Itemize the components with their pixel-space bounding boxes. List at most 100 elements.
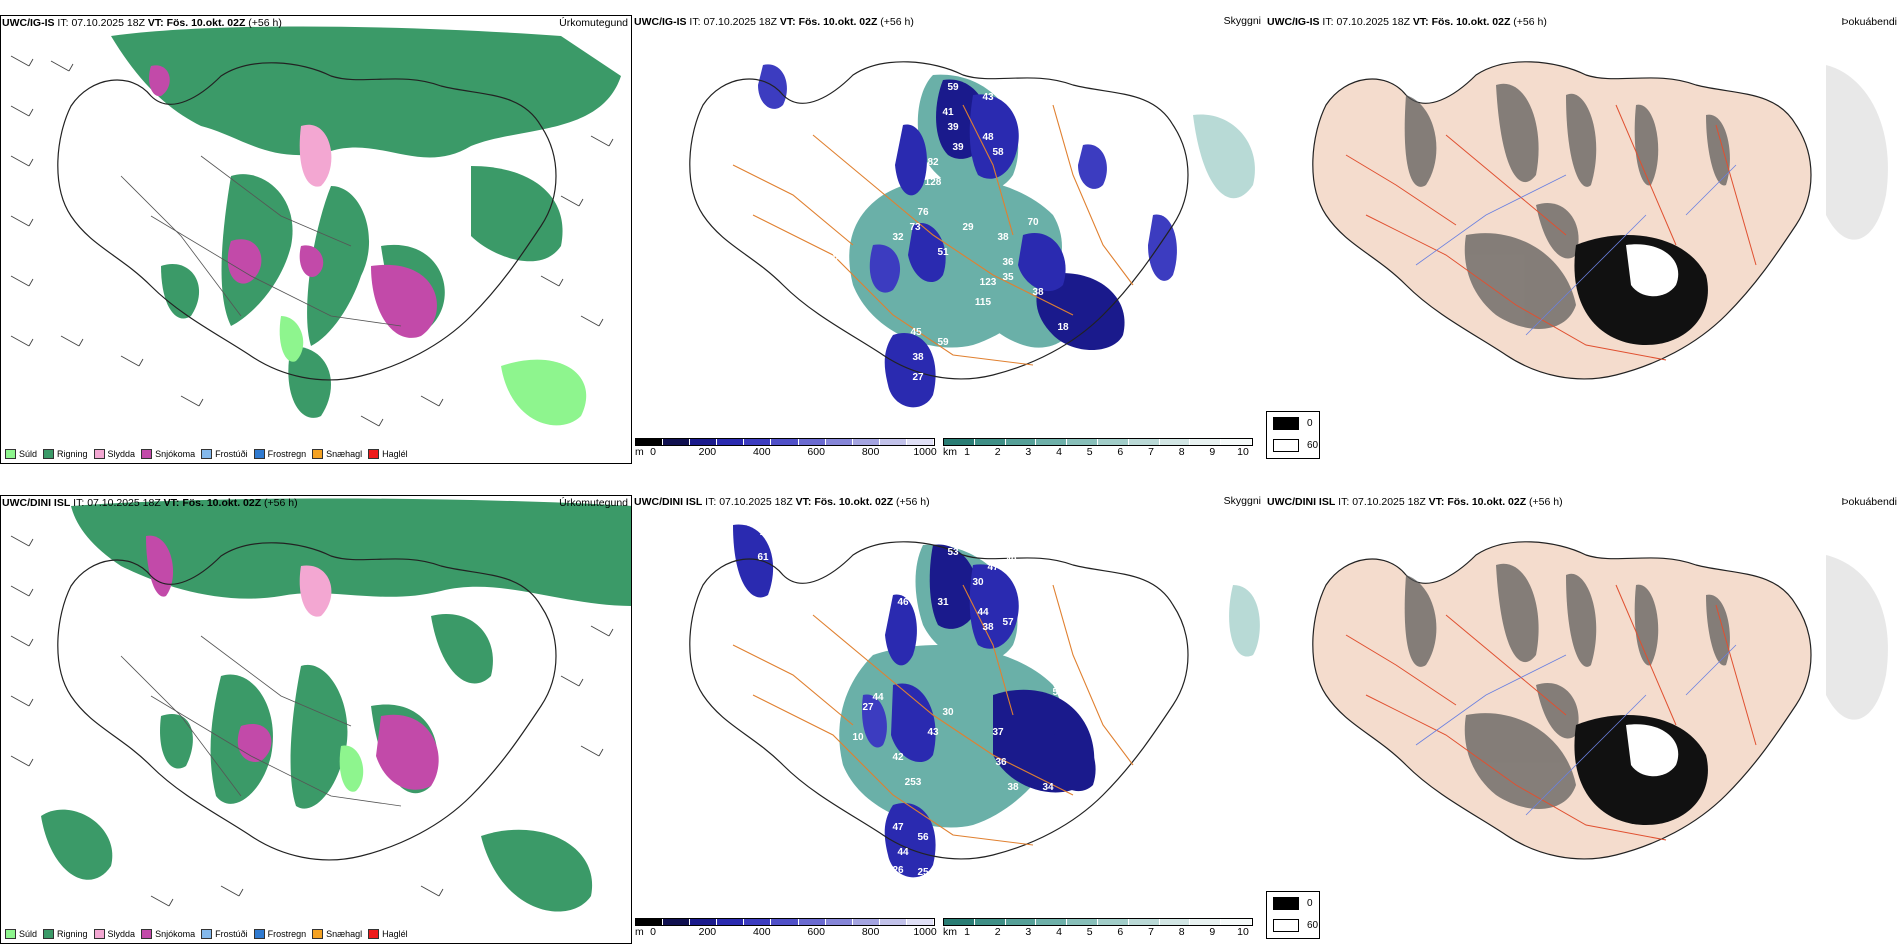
cloud-base-label: 70 (1027, 217, 1039, 228)
colorbar-swatch (906, 439, 935, 445)
legend-item: Slydda (93, 929, 135, 939)
cloud-base-label: 30 (942, 707, 954, 718)
colorbar-tick: 2 (994, 926, 1001, 938)
cloud-base-label: 25 (917, 867, 929, 878)
cloud-base-label: 31 (937, 597, 949, 608)
colorbar-swatch (1159, 439, 1191, 445)
fog-index-label-row1: Þokuábendi (1841, 16, 1897, 28)
colorbar-swatch (1097, 439, 1129, 445)
precip-type-label-row2: Úrkomutegund (559, 497, 628, 509)
colorbar-tick: 2 (994, 446, 1001, 458)
colorbar-swatch (636, 919, 664, 925)
colorbar-swatch (690, 439, 718, 445)
cloud-base-label: 16 (807, 327, 819, 338)
colorbar-tick: 8 (1178, 926, 1185, 938)
colorbar-swatch (744, 439, 772, 445)
legend-item: Snjókoma (141, 929, 195, 939)
legend-item: Frostregn (253, 449, 306, 459)
colorbar-tick: 3 (1025, 926, 1032, 938)
cloud-title-row1: UWC/IG-IS IT: 07.10.2025 18Z VT: Fös. 10… (634, 16, 914, 28)
colorbar-swatch (1036, 919, 1068, 925)
colorbar-swatch (825, 919, 853, 925)
cloud-base-label: 102 (760, 527, 777, 538)
cloud-panel-row2: 53 30 47 40 31 46 44 38 57 61 59 44 27 30 43 37 36 38 34 18… (633, 495, 1265, 944)
colorbar-km-row2: km 1 2 3 4 5 6 7 8 9 10 (943, 918, 1253, 938)
cloud-base-label: 45 (910, 327, 922, 338)
visibility-label-row1: Skyggni (1223, 15, 1261, 27)
cloud-base-label: 44 (977, 607, 989, 618)
colorbar-m-row2: m 0 200 400 600 800 1000 (635, 918, 937, 938)
cloud-base-label: 39 (947, 122, 959, 133)
cloud-base-label: 34 (1042, 782, 1054, 793)
cloud-base-label: 59 (937, 337, 949, 348)
colorbar-tick: 4 (1056, 446, 1062, 458)
cloud-base-label: 30 (972, 577, 984, 588)
cloud-base-label: 38 (997, 232, 1009, 243)
legend-item: Snæhagl (312, 449, 362, 459)
cloud-base-label: 46 (897, 597, 909, 608)
cloud-map-row1: 5943413939485882128767332295138706636351… (633, 15, 1265, 464)
cloud-base-label: 36 (995, 757, 1007, 768)
cloud-base-label: 66 (1052, 202, 1064, 213)
colorbar-swatch (663, 439, 691, 445)
precip-legend-row1: Súld Rigning Slydda Snjókoma Frostúði Fr… (5, 449, 408, 459)
cloud-base-label: 40 (1005, 555, 1017, 566)
colorbar-tick: 10 (1237, 446, 1249, 458)
colorbar-swatch (744, 919, 772, 925)
legend-item: Haglél (368, 929, 408, 939)
precip-type-label-row1: Úrkomutegund (559, 17, 628, 29)
colorbar-swatch (852, 439, 880, 445)
cloud-base-label: 83 (832, 252, 844, 263)
cloud-base-label: 36 (1002, 257, 1014, 268)
cloud-base-label: 82 (927, 157, 939, 168)
colorbar-unit: km (943, 926, 957, 938)
cloud-base-label: 38 (982, 622, 994, 633)
precip-panel-row1: UWC/IG-IS IT: 07.10.2025 18Z VT: Fös. 10… (0, 15, 632, 464)
colorbar-tick: 4 (1056, 926, 1062, 938)
fog-map-row2 (1266, 495, 1900, 944)
precip-title-row1: UWC/IG-IS IT: 07.10.2025 18Z VT: Fös. 10… (2, 17, 282, 29)
cloud-base-label: 18 (1047, 812, 1059, 823)
colorbar-tick: 9 (1209, 446, 1216, 458)
colorbar-swatch (1005, 439, 1037, 445)
precip-panel-row2: UWC/DINI ISL IT: 07.10.2025 18Z VT: Fös.… (0, 495, 632, 944)
colorbar-swatch (906, 919, 935, 925)
colorbar-swatch (1190, 919, 1222, 925)
cloud-base-label: 43 (927, 727, 939, 738)
legend-item: Haglél (368, 449, 408, 459)
colorbar-swatch (1190, 439, 1222, 445)
colorbar-tick: 1000 (913, 926, 937, 938)
colorbar-tick: 200 (698, 926, 717, 938)
colorbar-swatch (1097, 919, 1129, 925)
fog-legend-row2: 0 60 (1266, 891, 1320, 939)
precip-legend-row2: Súld Rigning Slydda Snjókoma Frostúði Fr… (5, 929, 408, 939)
colorbar-swatch (1128, 439, 1160, 445)
colorbar-tick: 5 (1086, 926, 1093, 938)
precip-map-row1 (1, 16, 631, 463)
colorbar-swatch (798, 919, 826, 925)
cloud-base-label: 56 (1097, 117, 1109, 128)
cloud-base-label: 61 (757, 552, 769, 563)
colorbar-swatch (1005, 919, 1037, 925)
colorbar-swatch (1067, 439, 1098, 445)
cloud-panel-row1: 59 43 41 39 39 48 58 82 128 76 73 32 29 51 38 70 66 36 35 1… (633, 15, 1265, 464)
colorbar-tick: 5 (1086, 446, 1093, 458)
fog-title-row2: UWC/DINI ISL IT: 07.10.2025 18Z VT: Fös.… (1267, 496, 1563, 508)
colorbar-tick: 200 (698, 446, 717, 458)
colorbar-swatch (798, 439, 826, 445)
cloud-base-label: 35 (1002, 272, 1014, 283)
colorbar-swatch (1159, 919, 1191, 925)
colorbar-swatch (663, 919, 691, 925)
cloud-base-label: 32 (892, 232, 904, 243)
colorbar-swatch (771, 439, 799, 445)
cloud-base-label: 61 (1047, 667, 1059, 678)
colorbar-tick: 9 (1209, 926, 1216, 938)
colorbar-tick: 1 (964, 446, 970, 458)
colorbar-tick: 1 (964, 926, 970, 938)
visibility-label-row2: Skyggni (1223, 495, 1261, 507)
colorbar-tick: 400 (753, 446, 771, 458)
cloud-base-label: 39 (952, 142, 964, 153)
cloud-base-label: 26 (892, 865, 904, 876)
colorbar-tick: 8 (1178, 446, 1185, 458)
